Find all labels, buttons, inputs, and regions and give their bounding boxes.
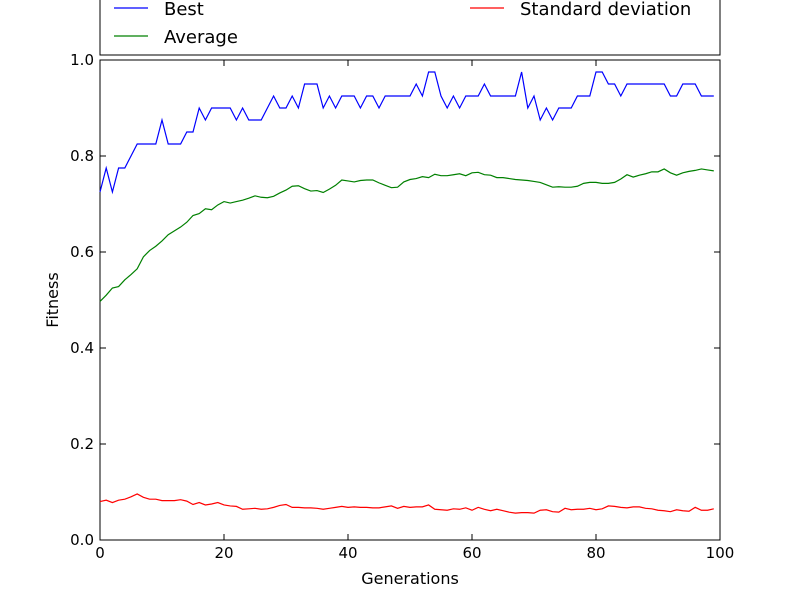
legend: Best Average Standard deviation xyxy=(114,0,691,48)
x-tick-label: 80 xyxy=(586,544,605,562)
x-tick-label: 0 xyxy=(95,544,105,562)
series-line-average xyxy=(99,168,714,302)
legend-box xyxy=(99,0,721,56)
axis-ticks: 0 20 40 60 80 100 0.0 0.2 0.4 0.6 0.8 1.0 xyxy=(70,51,734,562)
legend-label-best: Best xyxy=(164,0,204,20)
x-tick-label: 40 xyxy=(338,544,357,562)
y-axis-title: Fitness xyxy=(43,272,62,327)
y-tick-label: 1.0 xyxy=(70,51,94,69)
x-axis-title: Generations xyxy=(361,569,459,588)
series-line-standard-deviation xyxy=(99,493,714,514)
legend-label-standard-deviation: Standard deviation xyxy=(520,0,691,20)
y-tick-label: 0.4 xyxy=(70,339,94,357)
x-tick-label: 20 xyxy=(214,544,233,562)
legend-label-average: Average xyxy=(164,27,238,48)
plot-area xyxy=(99,59,721,541)
y-tick-label: 0.0 xyxy=(70,531,94,549)
series-group xyxy=(99,71,714,514)
x-tick-label: 60 xyxy=(462,544,481,562)
series-line-best xyxy=(99,71,714,195)
y-tick-label: 0.6 xyxy=(70,243,94,261)
x-tick-label: 100 xyxy=(706,544,735,562)
y-tick-label: 0.2 xyxy=(70,435,94,453)
y-tick-label: 0.8 xyxy=(70,147,94,165)
